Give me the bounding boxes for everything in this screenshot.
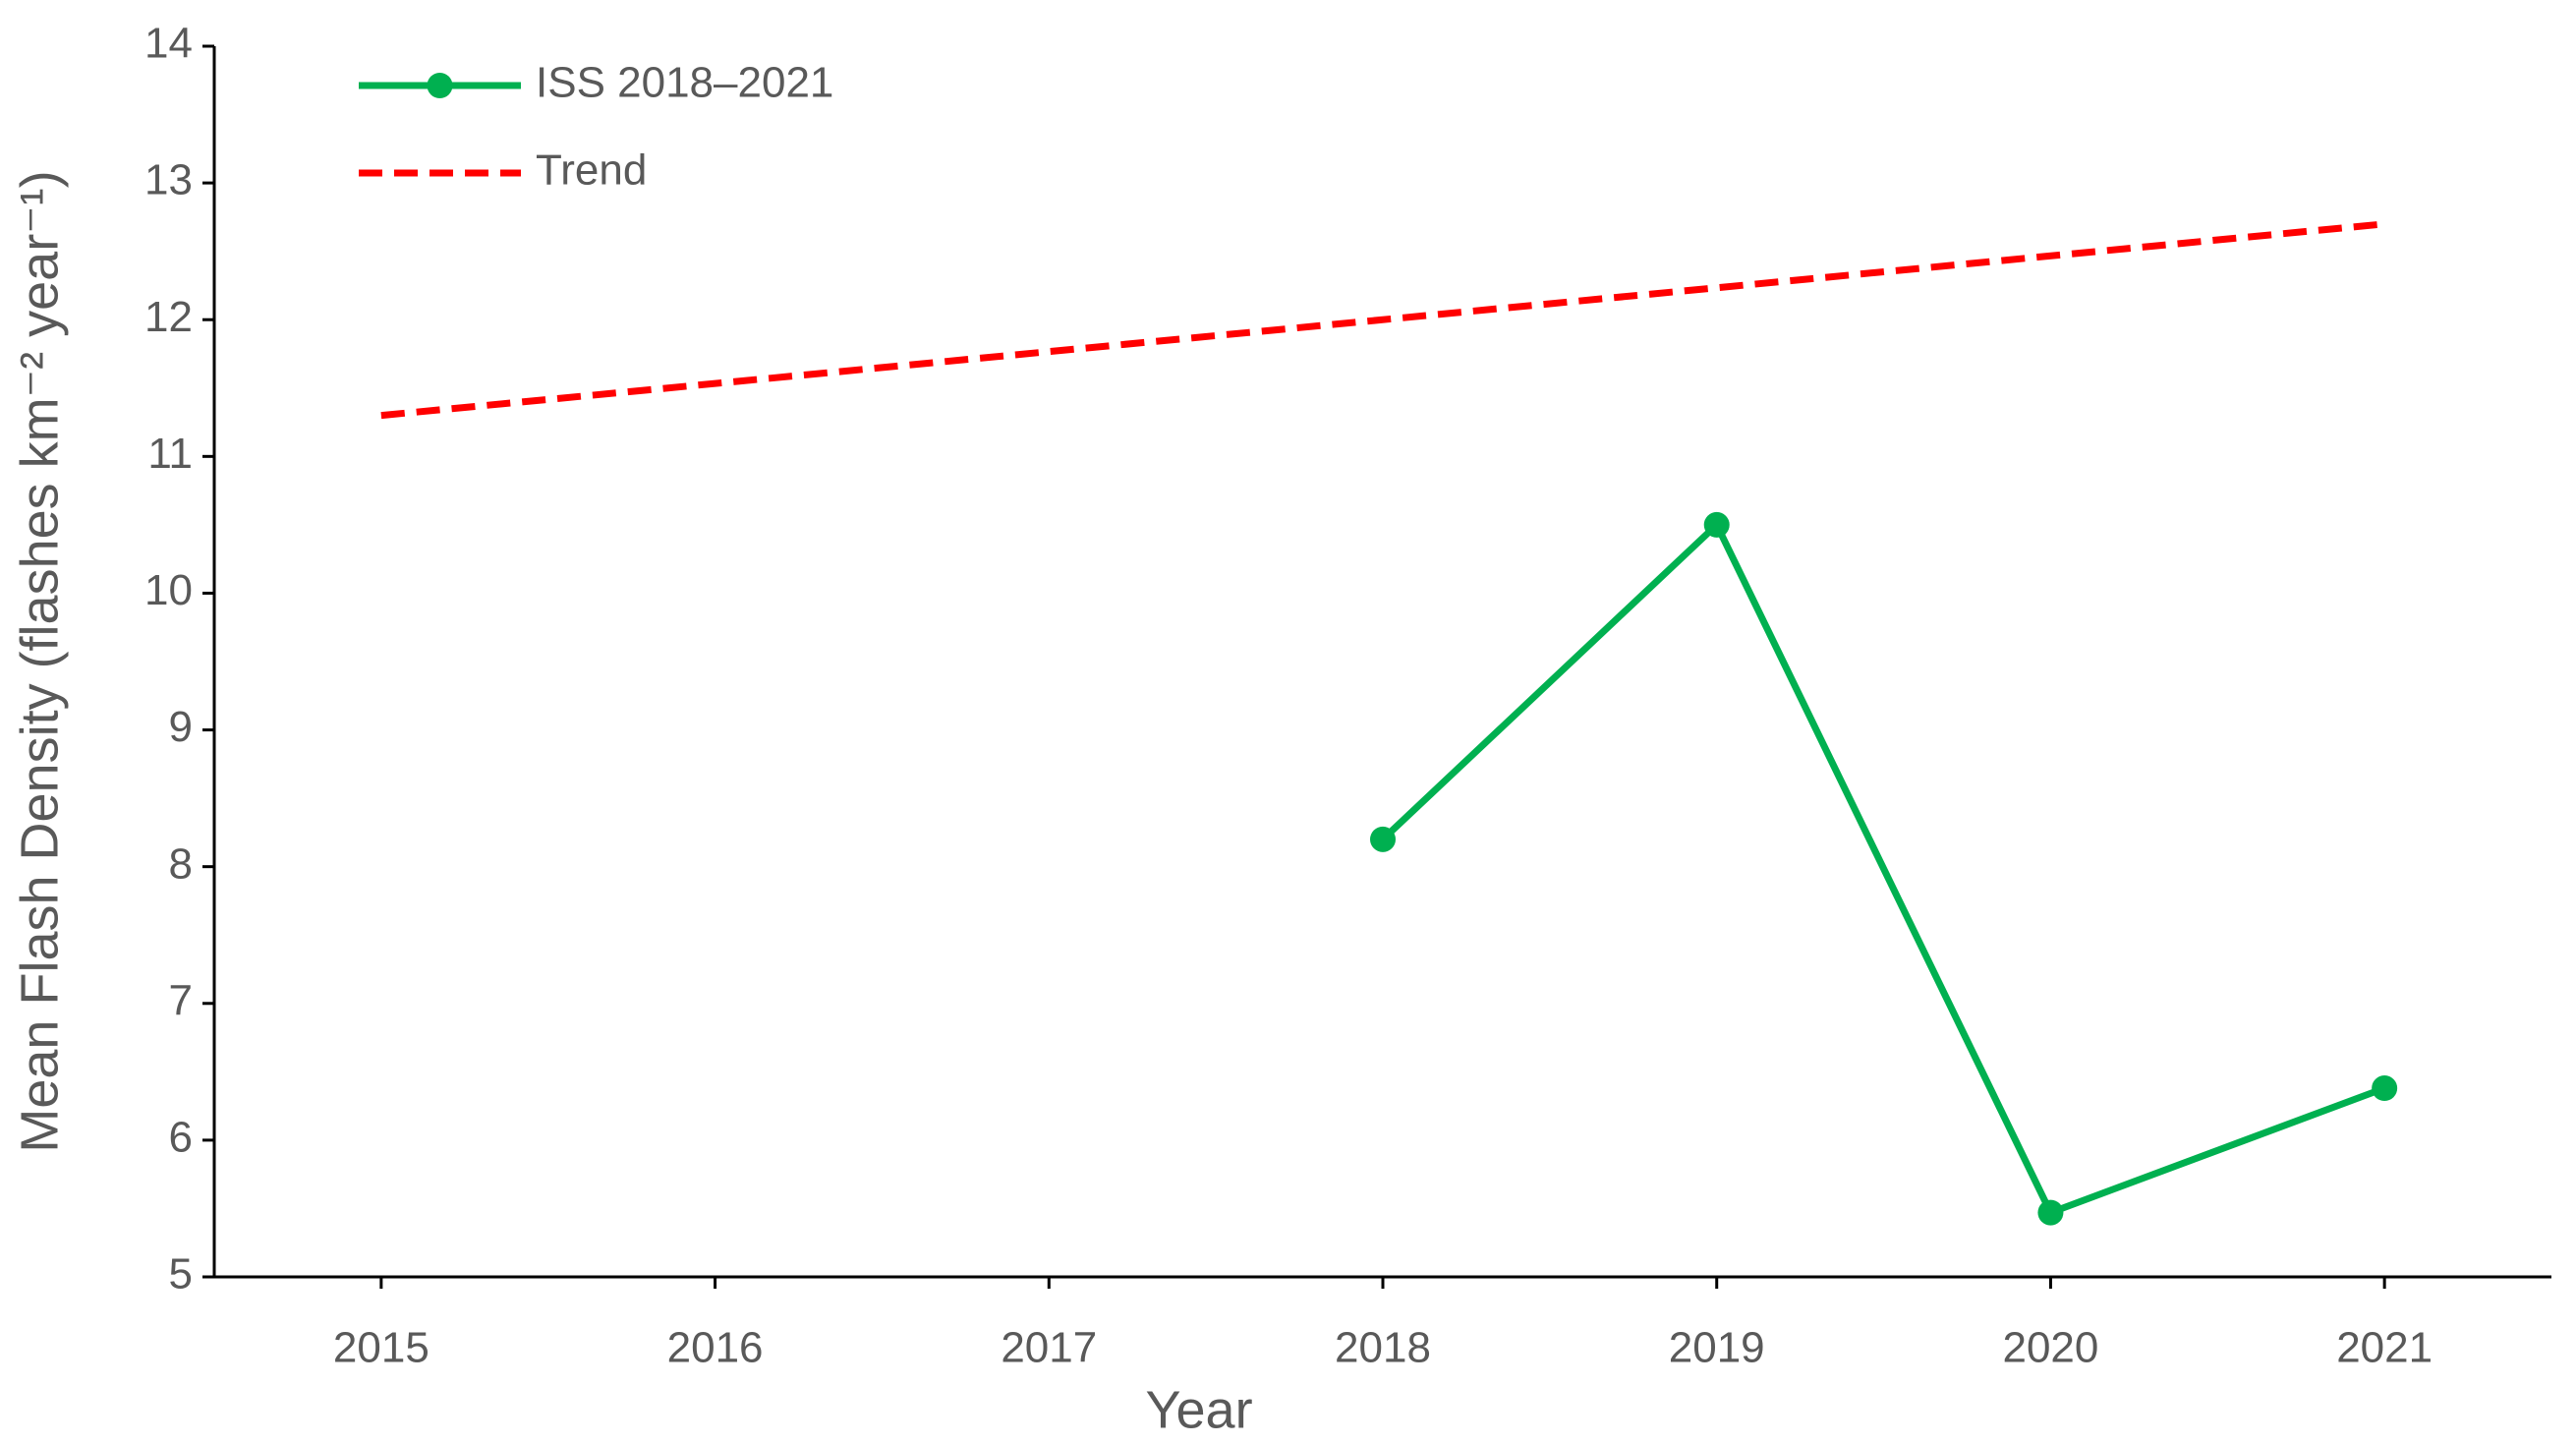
data-point [2372,1075,2398,1102]
x-tick-label: 2021 [2336,1324,2433,1372]
x-tick-label: 2015 [333,1324,429,1372]
x-tick-label: 2019 [1669,1324,1765,1372]
legend-label: ISS 2018–2021 [536,59,833,107]
series-line [380,220,2385,420]
x-tick-label: 2016 [667,1324,764,1372]
y-tick-label: 8 [169,839,193,888]
y-tick-label: 7 [169,976,193,1024]
y-tick-label: 12 [144,293,193,341]
data-point [2037,1199,2064,1226]
legend-label: Trend [536,146,647,195]
x-axis-title: Year [1145,1380,1252,1439]
x-tick-label: 2020 [2002,1324,2098,1372]
data-point [1703,511,1730,538]
y-tick-label: 10 [144,566,193,614]
y-axis-title: Mean Flash Density (flashes km⁻² year⁻¹) [10,170,69,1152]
y-tick-label: 14 [144,20,193,68]
y-tick-label: 5 [169,1250,193,1299]
x-tick-label: 2018 [1335,1324,1431,1372]
y-tick-label: 13 [144,156,193,204]
legend-marker [427,73,453,98]
y-tick-label: 6 [169,1114,193,1162]
series-line [1380,519,2386,1218]
y-tick-label: 11 [147,430,193,478]
data-point [1370,826,1396,852]
x-tick-label: 2017 [1001,1324,1097,1372]
y-tick-label: 9 [169,703,193,751]
